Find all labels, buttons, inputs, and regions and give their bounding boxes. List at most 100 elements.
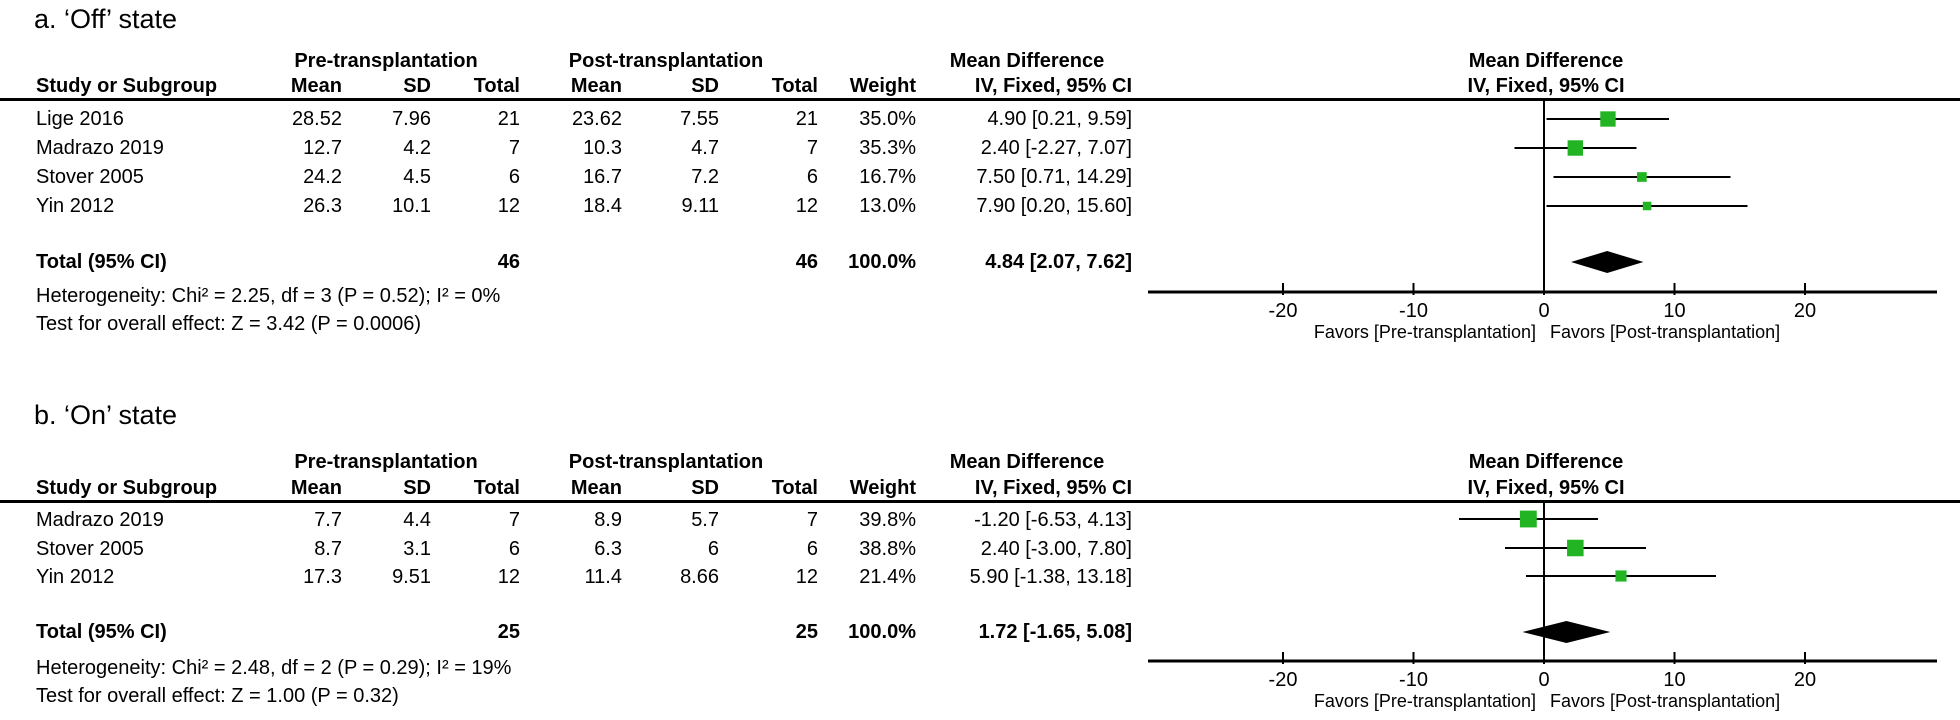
panel-b-plot-header-ci: IV, Fixed, 95% CI xyxy=(1467,477,1625,499)
total-ci: 1.72 [-1.65, 5.08] xyxy=(978,621,1132,643)
table-row: Yin 2012 26.3 10.1 12 18.4 9.11 12 13.0% 7.90 [0… xyxy=(0,194,1960,218)
effect-square xyxy=(1637,172,1647,182)
effect-square xyxy=(1642,201,1652,211)
total-post-total: 25 xyxy=(795,621,818,643)
panel-a-col-header-post-sd: SD xyxy=(691,75,719,97)
panel-a-group-header-md: Mean Difference xyxy=(949,50,1105,72)
cell-pre-total: 7 xyxy=(508,509,520,531)
total-weight: 100.0% xyxy=(848,251,916,273)
cell-weight: 13.0% xyxy=(859,195,916,217)
panel-b-heterogeneity: Heterogeneity: Chi² = 2.48, df = 2 (P = … xyxy=(36,657,512,679)
cell-pre-mean: 26.3 xyxy=(303,195,342,217)
cell-post-total: 12 xyxy=(795,195,818,217)
cell-pre-mean: 24.2 xyxy=(303,166,342,188)
panel-b-overall-effect: Test for overall effect: Z = 1.00 (P = 0… xyxy=(36,685,399,707)
panel-a-favors-left-label: Favors [Pre-transplantation] xyxy=(1313,322,1536,342)
table-row: Yin 2012 17.3 9.51 12 11.4 8.66 12 21.4% 5.90 [-… xyxy=(0,565,1960,589)
axis-tick-label: 0 xyxy=(1538,669,1549,691)
total-pre-total: 46 xyxy=(497,251,520,273)
panel-b-col-header-study: Study or Subgroup xyxy=(36,477,218,499)
panel-b-favors-left-label: Favors [Pre-transplantation] xyxy=(1313,691,1536,711)
cell-ci-text: 5.90 [-1.38, 13.18] xyxy=(969,566,1132,588)
effect-square xyxy=(1567,140,1584,156)
cell-post-mean: 6.3 xyxy=(594,538,622,560)
cell-post-mean: 10.3 xyxy=(583,137,622,159)
cell-post-mean: 16.7 xyxy=(583,166,622,188)
total-post-total: 46 xyxy=(795,251,818,273)
cell-pre-sd: 4.4 xyxy=(403,509,431,531)
total-row: Total (95% CI) 25 25 100.0% 1.72 [-1.65, 5.0… xyxy=(0,620,1960,644)
cell-ci-text: -1.20 [-6.53, 4.13] xyxy=(974,509,1132,531)
cell-post-sd: 7.55 xyxy=(680,108,719,130)
panel-a-header-rule xyxy=(0,98,1960,101)
cell-post-total: 7 xyxy=(806,137,818,159)
total-pre-total: 25 xyxy=(497,621,520,643)
cell-pre-mean: 7.7 xyxy=(314,509,342,531)
cell-post-total: 21 xyxy=(795,108,818,130)
cell-post-mean: 23.62 xyxy=(571,108,622,130)
study-name: Madrazo 2019 xyxy=(36,509,164,531)
panel-a-col-header-pre-sd: SD xyxy=(403,75,431,97)
panel-a-favors-labels: Favors [Pre-transplantation] Favors [Pos… xyxy=(1140,322,1960,344)
axis-tick-label: 10 xyxy=(1663,300,1685,322)
panel-b-col-header-ci: IV, Fixed, 95% CI xyxy=(974,477,1132,499)
panel-a-plot-header-ci: IV, Fixed, 95% CI xyxy=(1467,75,1625,97)
cell-post-mean: 8.9 xyxy=(594,509,622,531)
panel-a-col-header-weight: Weight xyxy=(849,75,916,97)
panel-b-col-header-weight: Weight xyxy=(849,477,916,499)
table-row: Madrazo 2019 12.7 4.2 7 10.3 4.7 7 35.3% 2.40 [-… xyxy=(0,136,1960,160)
axis-tick-label: 0 xyxy=(1538,300,1549,322)
cell-pre-mean: 12.7 xyxy=(303,137,342,159)
cell-post-sd: 4.7 xyxy=(691,137,719,159)
panel-a-title: a. ‘Off’ state xyxy=(34,4,178,34)
panel-b-col-header-post-sd: SD xyxy=(691,477,719,499)
total-label: Total (95% CI) xyxy=(36,621,167,643)
cell-pre-sd: 9.51 xyxy=(392,566,431,588)
panel-b-favors-labels: Favors [Pre-transplantation] Favors [Pos… xyxy=(1140,691,1960,713)
cell-ci-text: 2.40 [-2.27, 7.07] xyxy=(980,137,1132,159)
cell-post-total: 6 xyxy=(806,538,818,560)
panel-b-group-header-post: Post-transplantation xyxy=(568,451,764,473)
axis-tick-label: -10 xyxy=(1399,669,1428,691)
cell-pre-total: 6 xyxy=(508,166,520,188)
axis-tick-label: 20 xyxy=(1794,300,1816,322)
axis-tick-label: 20 xyxy=(1794,669,1816,691)
panel-a-group-header-pre: Pre-transplantation xyxy=(294,50,478,72)
cell-pre-sd: 3.1 xyxy=(403,538,431,560)
panel-b-group-header-md: Mean Difference xyxy=(949,451,1105,473)
panel-a-col-header-post-mean: Mean xyxy=(570,75,622,97)
cell-ci-text: 7.90 [0.20, 15.60] xyxy=(976,195,1132,217)
effect-square xyxy=(1567,539,1584,557)
panel-a-col-header-study: Study or Subgroup xyxy=(36,75,218,97)
effect-square xyxy=(1615,570,1627,582)
cell-post-sd: 5.7 xyxy=(691,509,719,531)
cell-post-total: 6 xyxy=(806,166,818,188)
total-label: Total (95% CI) xyxy=(36,251,167,273)
panel-b-title: b. ‘On’ state xyxy=(34,400,178,430)
cell-pre-total: 12 xyxy=(497,566,520,588)
axis-tick-label: -20 xyxy=(1269,300,1298,322)
table-row: Stover 2005 8.7 3.1 6 6.3 6 6 38.8% 2.40 [-3.00,… xyxy=(0,537,1960,561)
cell-pre-mean: 17.3 xyxy=(303,566,342,588)
cell-weight: 39.8% xyxy=(859,509,916,531)
cell-weight: 35.3% xyxy=(859,137,916,159)
panel-b-plot-header-md: Mean Difference xyxy=(1468,451,1624,473)
panel-a-plot-header-md: Mean Difference xyxy=(1468,50,1624,72)
panel-b-header-rule xyxy=(0,500,1960,503)
study-name: Madrazo 2019 xyxy=(36,137,164,159)
total-diamond xyxy=(1522,621,1611,643)
total-weight: 100.0% xyxy=(848,621,916,643)
cell-ci-text: 7.50 [0.71, 14.29] xyxy=(976,166,1132,188)
study-name: Stover 2005 xyxy=(36,166,144,188)
cell-weight: 21.4% xyxy=(859,566,916,588)
panel-a-col-header-post-total: Total xyxy=(771,75,818,97)
table-row: Lige 2016 28.52 7.96 21 23.62 7.55 21 35.0% 4.90… xyxy=(0,107,1960,131)
panel-b-col-header-post-mean: Mean xyxy=(570,477,622,499)
study-name: Yin 2012 xyxy=(36,195,115,217)
cell-pre-sd: 4.5 xyxy=(403,166,431,188)
panel-a-group-header-post: Post-transplantation xyxy=(568,50,764,72)
panel-a-overall-effect: Test for overall effect: Z = 3.42 (P = 0… xyxy=(36,313,422,335)
cell-post-sd: 9.11 xyxy=(681,195,719,217)
panel-a-forest-plot: -20 -10 0 10 20 xyxy=(1148,99,1937,322)
